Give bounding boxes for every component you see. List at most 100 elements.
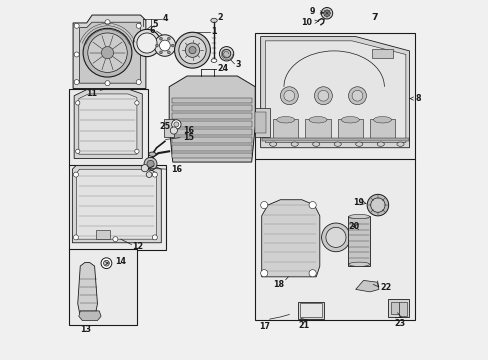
Circle shape bbox=[325, 227, 346, 247]
Circle shape bbox=[101, 258, 112, 269]
Circle shape bbox=[219, 46, 233, 61]
Circle shape bbox=[348, 87, 366, 105]
Circle shape bbox=[76, 101, 80, 105]
Polygon shape bbox=[169, 76, 255, 162]
Bar bbox=[69, 165, 166, 250]
Polygon shape bbox=[355, 280, 378, 292]
Bar bbox=[387, 299, 408, 317]
Circle shape bbox=[141, 165, 148, 172]
Text: 2: 2 bbox=[217, 13, 223, 22]
Bar bbox=[172, 121, 252, 127]
Polygon shape bbox=[260, 37, 408, 148]
Bar bbox=[96, 230, 110, 239]
Bar bbox=[255, 108, 269, 137]
Circle shape bbox=[73, 235, 78, 240]
Circle shape bbox=[155, 44, 158, 47]
Bar bbox=[172, 145, 252, 150]
Circle shape bbox=[152, 235, 157, 240]
Ellipse shape bbox=[348, 215, 369, 219]
Circle shape bbox=[152, 172, 157, 177]
Circle shape bbox=[88, 33, 127, 72]
Circle shape bbox=[314, 87, 332, 105]
Circle shape bbox=[101, 46, 113, 59]
Circle shape bbox=[308, 270, 316, 277]
Bar bbox=[261, 138, 408, 141]
Bar bbox=[172, 113, 252, 119]
Circle shape bbox=[222, 49, 230, 58]
Circle shape bbox=[137, 33, 157, 53]
Circle shape bbox=[135, 101, 139, 105]
Circle shape bbox=[174, 32, 210, 68]
Circle shape bbox=[308, 202, 316, 209]
Circle shape bbox=[105, 81, 110, 86]
Bar bbox=[163, 119, 174, 137]
Bar bbox=[69, 89, 147, 166]
Polygon shape bbox=[79, 94, 137, 154]
Bar bbox=[348, 216, 369, 266]
Bar bbox=[337, 119, 362, 139]
Ellipse shape bbox=[376, 142, 384, 146]
Circle shape bbox=[284, 90, 294, 101]
Bar bbox=[255, 33, 414, 160]
Circle shape bbox=[74, 80, 79, 85]
Text: 9: 9 bbox=[308, 7, 323, 16]
Text: 20: 20 bbox=[347, 222, 359, 231]
Bar bbox=[300, 303, 321, 317]
Ellipse shape bbox=[276, 117, 294, 123]
Ellipse shape bbox=[312, 142, 319, 146]
Circle shape bbox=[260, 270, 267, 277]
Circle shape bbox=[171, 120, 181, 129]
Circle shape bbox=[159, 51, 162, 54]
Bar bbox=[172, 129, 252, 135]
Text: 17: 17 bbox=[259, 321, 270, 330]
Circle shape bbox=[136, 80, 141, 85]
Bar bbox=[369, 119, 394, 139]
Text: 3: 3 bbox=[235, 60, 241, 69]
Ellipse shape bbox=[148, 152, 156, 156]
Bar bbox=[297, 302, 324, 319]
Circle shape bbox=[185, 43, 199, 57]
Ellipse shape bbox=[290, 142, 298, 146]
Bar bbox=[390, 302, 398, 315]
Ellipse shape bbox=[355, 142, 362, 146]
Text: 16: 16 bbox=[171, 165, 182, 174]
Circle shape bbox=[147, 160, 154, 167]
Circle shape bbox=[76, 149, 80, 153]
Circle shape bbox=[154, 35, 175, 56]
Bar bbox=[69, 249, 137, 325]
Text: 16: 16 bbox=[183, 126, 194, 135]
Circle shape bbox=[370, 198, 384, 212]
Circle shape bbox=[146, 172, 152, 177]
Circle shape bbox=[103, 260, 109, 266]
Text: 14: 14 bbox=[105, 257, 125, 266]
Text: 13: 13 bbox=[81, 325, 91, 334]
Circle shape bbox=[260, 202, 267, 209]
Bar bbox=[305, 119, 330, 139]
Polygon shape bbox=[72, 166, 161, 243]
Circle shape bbox=[321, 223, 349, 252]
Ellipse shape bbox=[333, 142, 341, 146]
Circle shape bbox=[351, 90, 362, 101]
Ellipse shape bbox=[211, 59, 217, 62]
Polygon shape bbox=[261, 200, 319, 277]
Polygon shape bbox=[77, 169, 156, 239]
Circle shape bbox=[105, 20, 110, 25]
Bar bbox=[371, 49, 392, 58]
Polygon shape bbox=[73, 15, 145, 89]
Text: 25: 25 bbox=[159, 122, 170, 131]
Bar bbox=[399, 302, 407, 316]
Circle shape bbox=[167, 51, 170, 54]
Circle shape bbox=[74, 23, 79, 28]
Text: 10: 10 bbox=[301, 18, 318, 27]
Bar bbox=[172, 153, 252, 158]
Circle shape bbox=[159, 40, 170, 51]
Polygon shape bbox=[80, 22, 140, 83]
Polygon shape bbox=[79, 311, 101, 320]
Text: 5: 5 bbox=[152, 20, 158, 29]
Circle shape bbox=[136, 23, 141, 28]
Polygon shape bbox=[265, 41, 405, 142]
Text: 6: 6 bbox=[149, 26, 155, 35]
Bar bbox=[255, 112, 265, 134]
Polygon shape bbox=[78, 262, 97, 318]
Bar bbox=[172, 137, 252, 143]
